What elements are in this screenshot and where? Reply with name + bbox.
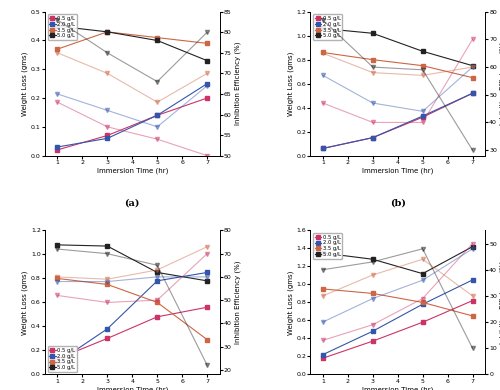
X-axis label: Immersion Time (hr): Immersion Time (hr) (362, 168, 434, 174)
X-axis label: Immersion Time (hr): Immersion Time (hr) (362, 386, 434, 390)
Legend: 0.5 g/L, 2.0 g/L, 3.5 g/L, 5.0 g/L: 0.5 g/L, 2.0 g/L, 3.5 g/L, 5.0 g/L (313, 233, 342, 259)
Y-axis label: Weight Loss (gms): Weight Loss (gms) (22, 270, 28, 335)
Legend: 0.5 g/L, 2.0 g/L, 3.5 g/L, 5.0 g/L: 0.5 g/L, 2.0 g/L, 3.5 g/L, 5.0 g/L (48, 346, 76, 372)
X-axis label: Immersion Time (hr): Immersion Time (hr) (96, 168, 168, 174)
Text: (b): (b) (390, 199, 406, 208)
X-axis label: Immersion Time (hr): Immersion Time (hr) (96, 386, 168, 390)
Text: (a): (a) (124, 199, 140, 208)
Legend: 0.5 g/L, 2.0 g/L, 3.5 g/L, 5.0 g/L: 0.5 g/L, 2.0 g/L, 3.5 g/L, 5.0 g/L (313, 14, 342, 40)
Y-axis label: Weight Loss (gms): Weight Loss (gms) (22, 51, 28, 116)
Y-axis label: Inhibition Efficiency (%): Inhibition Efficiency (%) (234, 42, 241, 126)
Legend: 0.5 g/L, 2.0 g/L, 3.5 g/L, 5.0 g/L: 0.5 g/L, 2.0 g/L, 3.5 g/L, 5.0 g/L (48, 14, 76, 40)
Y-axis label: Weight Loss (gms): Weight Loss (gms) (287, 51, 294, 116)
Y-axis label: Inhibition Efficiency (%): Inhibition Efficiency (%) (234, 261, 241, 344)
Y-axis label: Weight Loss (gms): Weight Loss (gms) (287, 270, 294, 335)
